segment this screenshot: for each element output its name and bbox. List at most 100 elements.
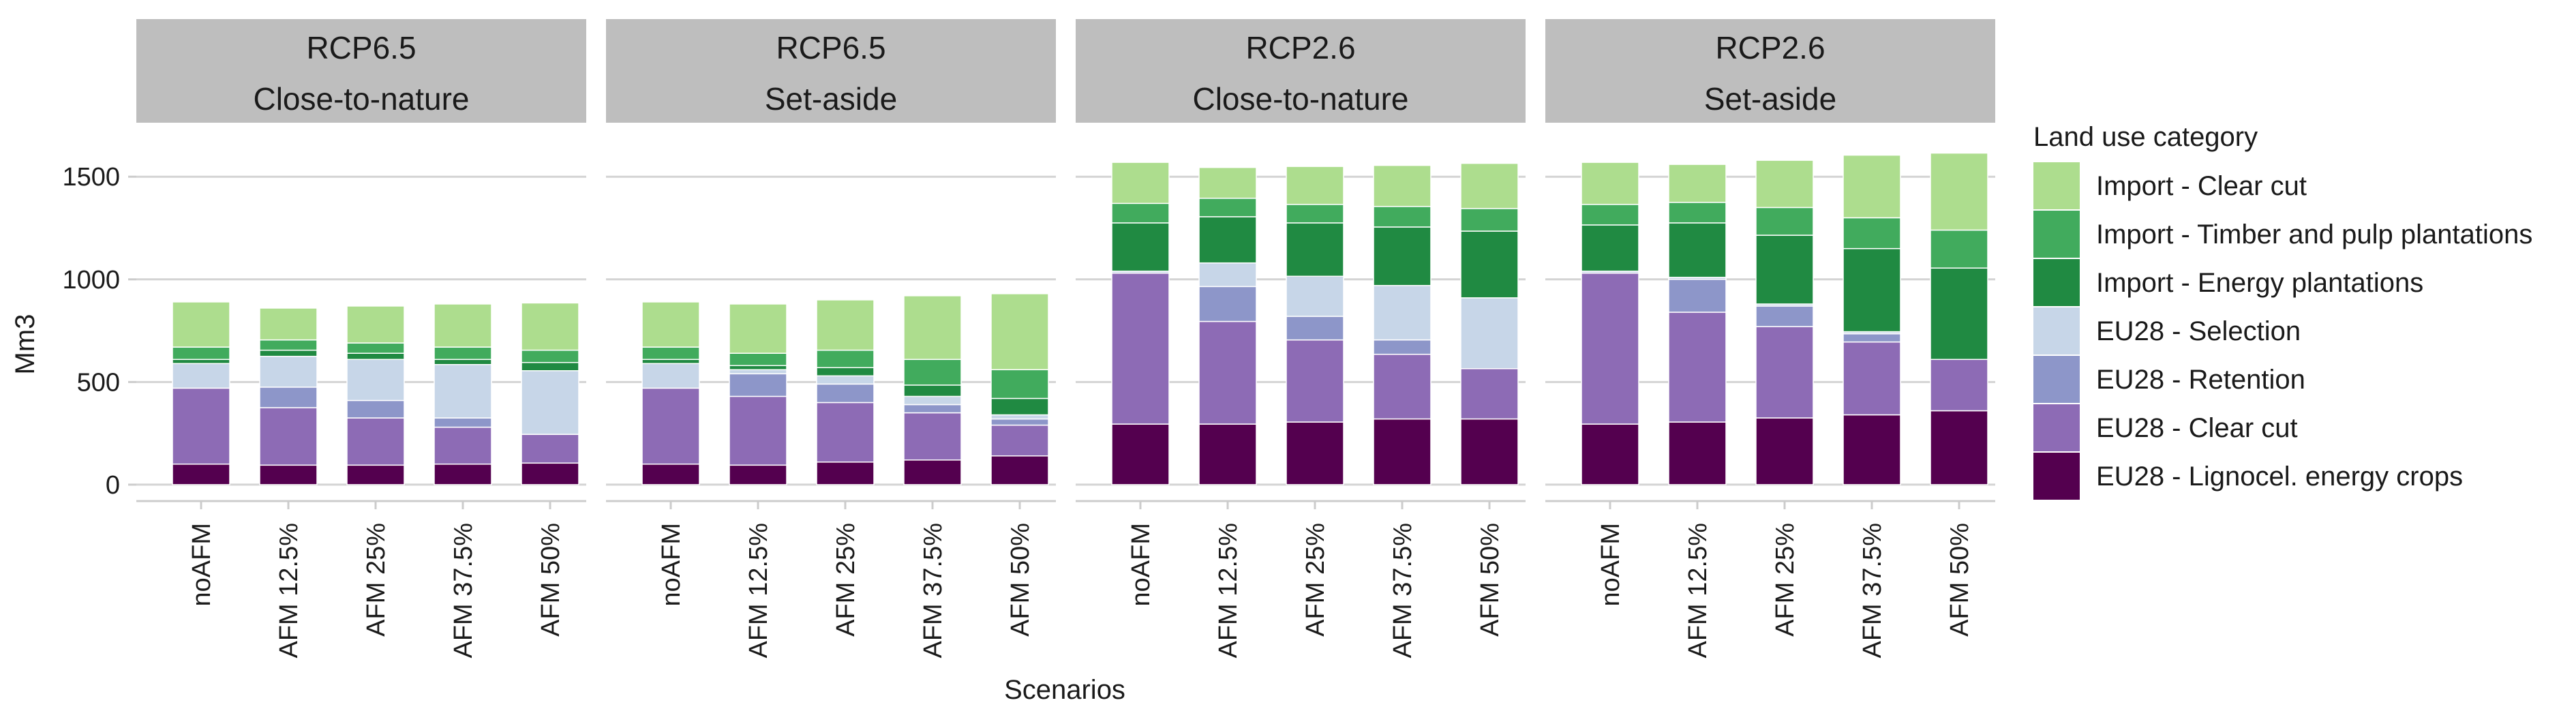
legend-swatch — [2033, 404, 2080, 451]
legend-label: EU28 - Retention — [2096, 365, 2305, 395]
x-tick-label: AFM 37.5% — [919, 523, 948, 659]
bar-segment — [1198, 262, 1257, 288]
bar-segment — [1286, 421, 1344, 485]
bar-segment — [1755, 326, 1814, 419]
legend-swatch — [2033, 307, 2080, 355]
bar-segment — [434, 346, 492, 360]
x-tick-label: AFM 50% — [536, 523, 565, 637]
bar-segment — [434, 363, 492, 419]
legend: Land use category Import - Clear cut Impo… — [2033, 122, 2532, 500]
bar-segment — [259, 339, 318, 351]
y-axis-title: Mm3 — [10, 314, 40, 375]
bar-segment — [1581, 224, 1639, 272]
facet-strip — [1545, 19, 1995, 123]
bar-segment — [346, 305, 405, 344]
bar-segment — [1668, 202, 1727, 224]
bar-segment — [641, 301, 700, 348]
x-axis-title: Scenarios — [1004, 675, 1125, 705]
bar-segment — [1111, 162, 1170, 205]
bar-segment — [172, 464, 230, 485]
bar-segment — [1198, 320, 1257, 425]
x-tick-label: AFM 37.5% — [1389, 523, 1417, 659]
x-tick-label: AFM 25% — [362, 523, 391, 637]
legend-swatch — [2033, 453, 2080, 500]
y-tick-label: 1500 — [62, 163, 120, 192]
bar-segment — [434, 359, 492, 365]
facet-strip — [1076, 19, 1526, 123]
bar-segment — [990, 418, 1049, 426]
x-tick-label: AFM 25% — [1771, 523, 1800, 637]
bar-segment — [903, 404, 962, 414]
facet-title-line2: Close-to-nature — [253, 81, 469, 117]
bar-segment — [1286, 316, 1344, 341]
legend-swatch — [2033, 356, 2080, 403]
bar-segment — [346, 417, 405, 466]
facet-title-line1: RCP6.5 — [776, 30, 885, 65]
x-tick-label: noAFM — [1127, 523, 1155, 606]
y-tick-label: 0 — [106, 471, 120, 500]
bar-segment — [1930, 229, 1988, 269]
bar-segment — [259, 464, 318, 485]
bar-segment — [1581, 162, 1639, 205]
bar-segment — [990, 293, 1049, 371]
y-tick-label: 1000 — [62, 266, 120, 295]
bar-segment — [521, 349, 579, 363]
bar-segment — [1111, 202, 1170, 224]
bar-segment — [346, 399, 405, 419]
x-tick-label: noAFM — [1596, 523, 1625, 606]
x-tick-label: AFM 12.5% — [744, 523, 773, 659]
facet-title-line2: Close-to-nature — [1192, 81, 1408, 117]
bar-segment — [1460, 418, 1519, 485]
x-tick-label: AFM 50% — [1006, 523, 1035, 637]
bar-segment — [1460, 208, 1519, 232]
bar-segment — [641, 387, 700, 465]
x-tick-label: AFM 12.5% — [1214, 523, 1243, 659]
legend-swatch — [2033, 211, 2080, 258]
bar-segment — [816, 402, 875, 463]
bar-segment — [1198, 216, 1257, 264]
bar-segment — [641, 359, 700, 364]
bar-segment — [521, 370, 579, 435]
bar-segment — [1286, 166, 1344, 205]
x-tick-label: AFM 37.5% — [1858, 523, 1887, 659]
bar-segment — [990, 397, 1049, 416]
bar-segment — [1755, 305, 1814, 327]
bar-segment — [1111, 222, 1170, 272]
x-tick-label: AFM 50% — [1476, 523, 1504, 637]
legend-label: Import - Timber and pulp plantations — [2096, 220, 2532, 250]
bar-segment — [172, 346, 230, 360]
bar-segment — [903, 459, 962, 485]
bar-segment — [1286, 222, 1344, 277]
bar-segment — [1843, 247, 1901, 333]
bar-segment — [1755, 207, 1814, 236]
bar-segment — [434, 303, 492, 348]
bar-segment — [1843, 154, 1901, 219]
bar-segment — [1373, 285, 1431, 341]
facet-title-line2: Set-aside — [765, 81, 897, 117]
bar-segment — [1373, 164, 1431, 207]
bar-segment — [346, 352, 405, 360]
bar-segment — [1843, 341, 1901, 416]
x-tick-label: AFM 25% — [1301, 523, 1330, 637]
bar-segment — [1668, 279, 1727, 313]
bar-segment — [1755, 417, 1814, 485]
bar-segment — [1460, 368, 1519, 420]
bar-segment — [816, 299, 875, 351]
bar-segment — [434, 417, 492, 428]
bar-segment — [1668, 164, 1727, 203]
bar-segment — [1460, 230, 1519, 299]
bar-segment — [1843, 217, 1901, 250]
legend-label: Import - Clear cut — [2096, 171, 2307, 201]
bar-segment — [816, 375, 875, 385]
bar-segment — [990, 455, 1049, 485]
bar-segment — [259, 387, 318, 408]
bar-segment — [1373, 353, 1431, 420]
bar-segment — [729, 352, 787, 367]
bar-segment — [172, 363, 230, 389]
facet-strip — [606, 19, 1056, 123]
bar-segment — [903, 395, 962, 406]
bar-segment — [729, 365, 787, 371]
bar-segment — [729, 464, 787, 485]
bar-segment — [816, 462, 875, 485]
